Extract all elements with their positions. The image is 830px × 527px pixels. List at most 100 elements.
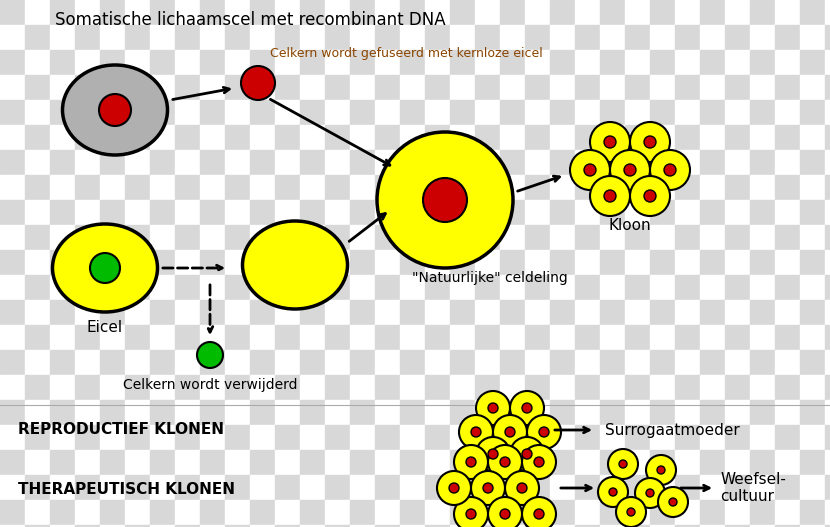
Bar: [200, 350, 225, 375]
Bar: [25, 0, 50, 25]
Bar: [175, 400, 200, 425]
Circle shape: [488, 403, 498, 413]
Bar: [700, 225, 725, 250]
Bar: [200, 225, 225, 250]
Bar: [350, 350, 375, 375]
Bar: [425, 525, 450, 527]
Bar: [675, 50, 700, 75]
Bar: [75, 450, 100, 475]
Bar: [775, 175, 800, 200]
Bar: [25, 175, 50, 200]
Bar: [200, 100, 225, 125]
Circle shape: [454, 497, 488, 527]
Bar: [0, 0, 25, 25]
Bar: [100, 125, 125, 150]
Bar: [575, 300, 600, 325]
Bar: [450, 150, 475, 175]
Bar: [50, 50, 75, 75]
Bar: [700, 150, 725, 175]
Bar: [50, 175, 75, 200]
Bar: [450, 125, 475, 150]
Bar: [600, 400, 625, 425]
Bar: [200, 300, 225, 325]
Bar: [250, 75, 275, 100]
Bar: [50, 150, 75, 175]
Bar: [300, 450, 325, 475]
Circle shape: [635, 478, 665, 508]
Bar: [75, 0, 100, 25]
Bar: [500, 275, 525, 300]
Circle shape: [604, 136, 616, 148]
Bar: [600, 475, 625, 500]
Bar: [400, 125, 425, 150]
Bar: [175, 350, 200, 375]
Bar: [725, 275, 750, 300]
Bar: [400, 75, 425, 100]
Bar: [525, 275, 550, 300]
Bar: [300, 300, 325, 325]
Circle shape: [669, 498, 677, 506]
Bar: [825, 325, 830, 350]
Bar: [550, 50, 575, 75]
Bar: [425, 0, 450, 25]
Bar: [250, 525, 275, 527]
Bar: [650, 150, 675, 175]
Bar: [550, 350, 575, 375]
Bar: [200, 450, 225, 475]
Bar: [50, 375, 75, 400]
Circle shape: [197, 342, 223, 368]
Bar: [350, 400, 375, 425]
Bar: [200, 500, 225, 525]
Circle shape: [522, 497, 556, 527]
Bar: [200, 125, 225, 150]
Bar: [175, 425, 200, 450]
Text: Surrogaatmoeder: Surrogaatmoeder: [605, 423, 740, 437]
Bar: [575, 75, 600, 100]
Bar: [400, 0, 425, 25]
Bar: [350, 50, 375, 75]
Bar: [650, 125, 675, 150]
Bar: [500, 225, 525, 250]
Bar: [275, 500, 300, 525]
Circle shape: [241, 66, 275, 100]
Bar: [825, 400, 830, 425]
Bar: [225, 100, 250, 125]
Bar: [300, 0, 325, 25]
Bar: [575, 450, 600, 475]
Bar: [325, 50, 350, 75]
Circle shape: [539, 427, 549, 437]
Bar: [75, 100, 100, 125]
Bar: [725, 0, 750, 25]
Bar: [550, 0, 575, 25]
Bar: [275, 475, 300, 500]
Bar: [750, 400, 775, 425]
Bar: [500, 0, 525, 25]
Bar: [400, 175, 425, 200]
Bar: [0, 125, 25, 150]
Bar: [500, 250, 525, 275]
Bar: [325, 425, 350, 450]
Bar: [575, 125, 600, 150]
Bar: [125, 450, 150, 475]
Bar: [725, 475, 750, 500]
Bar: [825, 500, 830, 525]
Bar: [200, 25, 225, 50]
Circle shape: [630, 122, 670, 162]
Bar: [200, 75, 225, 100]
Bar: [225, 0, 250, 25]
Circle shape: [627, 508, 635, 516]
Bar: [825, 25, 830, 50]
Bar: [800, 525, 825, 527]
Bar: [825, 175, 830, 200]
Bar: [100, 25, 125, 50]
Bar: [250, 425, 275, 450]
Bar: [775, 200, 800, 225]
Bar: [300, 125, 325, 150]
Bar: [500, 325, 525, 350]
Bar: [375, 75, 400, 100]
Bar: [700, 50, 725, 75]
Bar: [225, 400, 250, 425]
Bar: [825, 275, 830, 300]
Bar: [450, 75, 475, 100]
Bar: [0, 225, 25, 250]
